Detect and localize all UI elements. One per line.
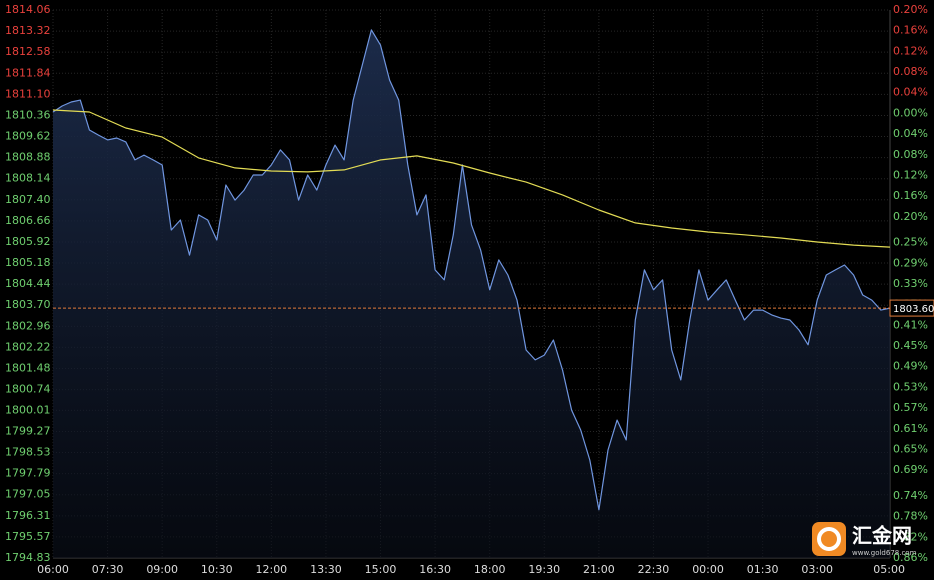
- y-tick-label: 1797.79: [5, 467, 51, 480]
- y-tick-label: 1805.18: [5, 256, 51, 269]
- y2-tick-label: 0.33%: [893, 277, 928, 290]
- y2-tick-label: 0.25%: [893, 236, 928, 249]
- y-tick-label: 1802.96: [5, 319, 51, 332]
- y2-tick-label: 0.12%: [893, 44, 928, 57]
- y-tick-label: 1800.01: [5, 403, 51, 416]
- y-tick-label: 1808.88: [5, 151, 51, 164]
- y2-tick-label: 0.65%: [893, 442, 928, 455]
- y-tick-label: 1813.32: [5, 24, 51, 37]
- y-tick-label: 1811.10: [5, 87, 51, 100]
- y-tick-label: 1806.66: [5, 214, 51, 227]
- y-tick-label: 1797.05: [5, 488, 51, 501]
- y2-tick-label: 0.49%: [893, 360, 928, 373]
- x-tick-label: 00:00: [692, 563, 724, 576]
- price-line: [52, 109, 891, 248]
- y-tick-label: 1799.27: [5, 424, 51, 437]
- y2-tick-label: 0.29%: [893, 256, 928, 269]
- x-tick-label: 19:30: [528, 563, 560, 576]
- y2-tick-label: 0.04%: [893, 86, 928, 99]
- y2-tick-label: 0.53%: [893, 380, 928, 393]
- y-tick-label: 1808.14: [5, 172, 51, 185]
- x-tick-label: 16:30: [419, 563, 451, 576]
- watermark: 汇金网 www.gold678.com: [812, 522, 917, 557]
- y2-tick-label: 0.20%: [893, 3, 928, 16]
- price-line: [52, 29, 891, 511]
- y-tick-label: 1801.48: [5, 361, 51, 374]
- x-tick-label: 01:30: [747, 563, 779, 576]
- x-tick-label: 09:00: [146, 563, 178, 576]
- y-tick-label: 1809.62: [5, 130, 51, 143]
- y2-tick-label: 0.16%: [893, 189, 928, 202]
- y-tick-label: 1798.53: [5, 446, 51, 459]
- y2-tick-label: 0.08%: [893, 148, 928, 161]
- logo-url: www.gold678.com: [852, 549, 917, 557]
- x-tick-label: 07:30: [92, 563, 124, 576]
- x-tick-label: 06:00: [37, 563, 69, 576]
- y2-tick-label: 0.20%: [893, 210, 928, 223]
- y2-tick-label: 0.82%: [893, 530, 928, 543]
- y2-tick-label: 0.04%: [893, 127, 928, 140]
- y2-tick-label: 0.69%: [893, 463, 928, 476]
- x-tick-label: 21:00: [583, 563, 615, 576]
- y-tick-label: 1814.06: [5, 3, 51, 16]
- y2-tick-label: 0.86%: [893, 551, 928, 564]
- data-layer: [52, 29, 891, 558]
- current-price-label: 1803.60: [893, 304, 934, 315]
- x-tick-label: 18:00: [474, 563, 506, 576]
- x-tick-label: 10:30: [201, 563, 233, 576]
- y2-tick-label: 0.08%: [893, 65, 928, 78]
- y2-tick-label: 0.00%: [893, 106, 928, 119]
- x-tick-label: 03:00: [801, 563, 833, 576]
- y-tick-label: 1810.36: [5, 108, 51, 121]
- y2-tick-label: 0.16%: [893, 24, 928, 37]
- label-layer: 1814.06 1813.32 1812.58 1811.84 1811.10 1810.…: [5, 3, 934, 576]
- logo-icon: [812, 522, 846, 556]
- x-tick-label: 13:30: [310, 563, 342, 576]
- area-fill: [53, 29, 890, 558]
- x-tick-label: 15:00: [365, 563, 397, 576]
- logo-name: 汇金网: [852, 524, 912, 548]
- y2-tick-label: 0.41%: [893, 318, 928, 331]
- y2-tick-label: 0.78%: [893, 510, 928, 523]
- y2-tick-label: 0.61%: [893, 422, 928, 435]
- x-tick-label: 22:30: [638, 563, 670, 576]
- y-tick-label: 1800.74: [5, 383, 51, 396]
- y2-tick-label: 0.45%: [893, 339, 928, 352]
- y-tick-label: 1804.44: [5, 277, 51, 290]
- logo-ring: [817, 527, 841, 551]
- y2-tick-label: 0.12%: [893, 168, 928, 181]
- y-tick-label: 1807.40: [5, 193, 51, 206]
- y-tick-label: 1811.84: [5, 66, 51, 79]
- current-price-box: [889, 299, 934, 317]
- x-tick-label: 12:00: [255, 563, 287, 576]
- y-tick-label: 1795.57: [5, 530, 51, 543]
- y2-tick-label: 0.57%: [893, 401, 928, 414]
- y2-tick-label: 0.74%: [893, 489, 928, 502]
- y-tick-label: 1812.58: [5, 45, 51, 58]
- x-tick-label: 05:00: [873, 563, 905, 576]
- y-tick-label: 1796.31: [5, 509, 51, 522]
- y-tick-label: 1802.22: [5, 340, 51, 353]
- y-tick-label: 1803.70: [5, 298, 51, 311]
- y-tick-label: 1794.83: [5, 551, 51, 564]
- y-tick-label: 1805.92: [5, 235, 51, 248]
